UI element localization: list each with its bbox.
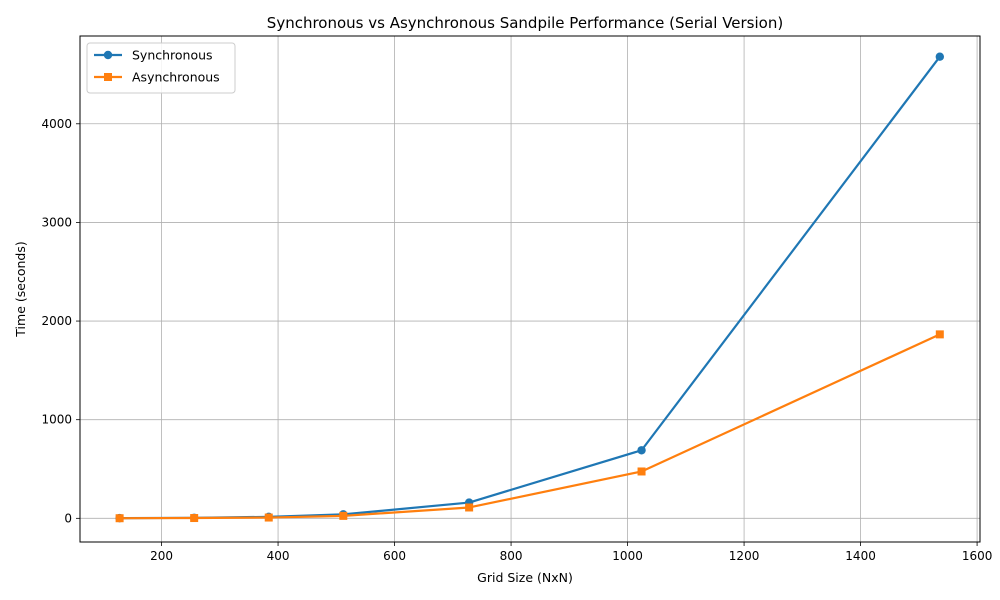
legend: Synchronous Asynchronous [86,42,236,94]
data-point-synchronous [637,446,646,455]
x-tick-label: 400 [267,549,290,563]
x-axis-label: Grid Size (NxN) [477,570,573,585]
data-point-asynchronous [935,330,944,339]
legend-marker-synchronous [103,50,113,60]
series-lines [115,52,945,523]
legend-label-synchronous: Synchronous [132,48,213,63]
legend-marker-asynchronous [104,73,112,81]
data-point-asynchronous [637,467,646,476]
x-tick-label: 800 [500,549,523,563]
data-point-asynchronous [465,503,474,512]
data-point-asynchronous [190,514,199,523]
plot-frame [79,35,981,543]
data-point-asynchronous [115,514,124,523]
x-tick-label: 1000 [612,549,643,563]
x-tick-label: 1200 [729,549,760,563]
y-tick-label: 4000 [41,117,72,131]
y-tick-label: 3000 [41,215,72,229]
data-point-synchronous [935,52,945,61]
y-tick-label: 1000 [41,413,72,427]
data-point-asynchronous [339,511,348,520]
x-tick-label: 600 [383,549,406,563]
data-point-asynchronous [264,513,273,522]
grid-lines [80,36,980,542]
y-tick-label: 0 [64,511,72,525]
axis-ticks: 200 400 600 800 1000 1200 1400 1600 0 1000 2000 300… [41,117,992,563]
y-tick-label: 2000 [41,314,72,328]
series-line-synchronous [119,56,941,520]
legend-box [86,42,236,94]
legend-label-asynchronous: Asynchronous [132,70,220,85]
chart-title: Synchronous vs Asynchronous Sandpile Per… [267,14,783,32]
series-line-asynchronous [119,333,941,520]
y-axis-label: Time (seconds) [13,241,28,337]
x-tick-label: 200 [150,549,173,563]
x-tick-label: 1400 [845,549,876,563]
x-tick-label: 1600 [962,549,993,563]
